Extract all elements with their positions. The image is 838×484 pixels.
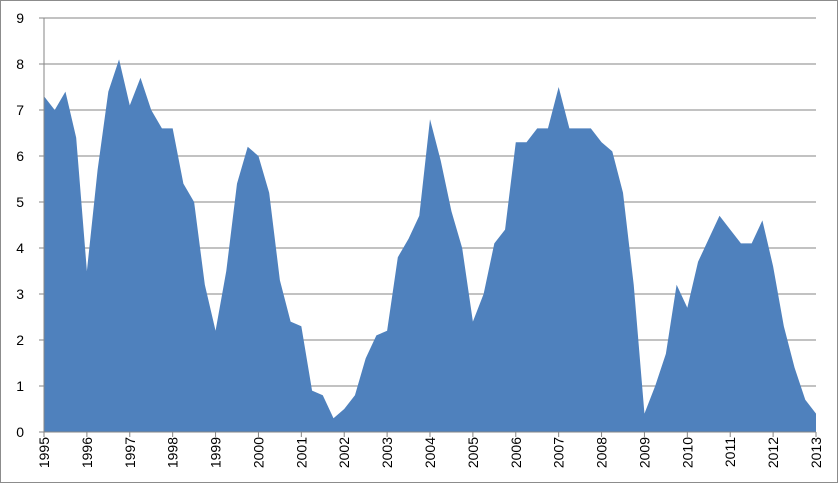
- x-tick-label: 1997: [122, 437, 138, 468]
- x-tick-label: 2011: [722, 437, 738, 467]
- x-tick-label: 2009: [636, 437, 652, 468]
- y-tick-label: 3: [16, 286, 24, 302]
- y-tick-label: 2: [16, 332, 24, 348]
- x-tick-label: 1998: [165, 437, 181, 468]
- x-tick-label: 1999: [208, 437, 224, 468]
- x-tick-label: 1995: [36, 437, 52, 468]
- x-tick-label: 2006: [508, 437, 524, 468]
- y-tick-label: 0: [16, 424, 24, 440]
- x-tick-label: 2010: [679, 437, 695, 468]
- x-tick-label: 2008: [594, 437, 610, 468]
- x-tick-label: 2003: [379, 437, 395, 468]
- x-tick-label: 2005: [465, 437, 481, 468]
- x-tick-label: 2007: [551, 437, 567, 468]
- y-tick-label: 6: [16, 148, 24, 164]
- x-tick-label: 1996: [79, 437, 95, 468]
- y-tick-label: 5: [16, 194, 24, 210]
- area-series: [44, 59, 816, 433]
- y-tick-label: 8: [16, 56, 24, 72]
- y-tick-label: 4: [16, 240, 24, 256]
- y-tick-label: 9: [16, 10, 24, 26]
- x-tick-label: 2001: [293, 437, 309, 468]
- y-tick-label: 1: [16, 378, 24, 394]
- x-tick-label: 2002: [336, 437, 352, 468]
- x-tick-label: 2000: [250, 437, 266, 468]
- x-tick-label: 2004: [422, 437, 438, 468]
- y-tick-label: 7: [16, 102, 24, 118]
- x-tick-label: 2013: [808, 437, 824, 468]
- x-tick-label: 2012: [765, 437, 781, 468]
